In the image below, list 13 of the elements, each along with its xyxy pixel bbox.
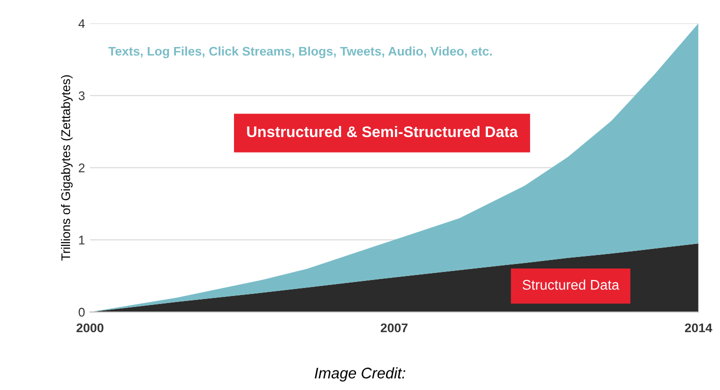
y-tick-label: 2	[78, 164, 85, 172]
x-tick-label: 2014	[684, 323, 712, 332]
y-tick-label: 1	[79, 236, 85, 244]
y-tick-label: 4	[78, 19, 85, 28]
text: Unstructured & Semi-Structured Data	[247, 126, 518, 138]
x-tick-label: 2007	[380, 323, 408, 332]
y-axis-title: Trillions of Gigabytes (Zettabytes)	[60, 75, 73, 261]
series-label: Structured Data	[522, 280, 620, 290]
y-tick-label: 3	[78, 91, 85, 100]
y-tick-label: 0	[78, 308, 85, 317]
annotation: Texts, Log Files, Click Streams, Blogs, Tweets, Audio, Video, etc.	[108, 46, 492, 58]
x-tick-label: 2000	[76, 323, 104, 332]
text: Image Credit:	[314, 367, 406, 382]
